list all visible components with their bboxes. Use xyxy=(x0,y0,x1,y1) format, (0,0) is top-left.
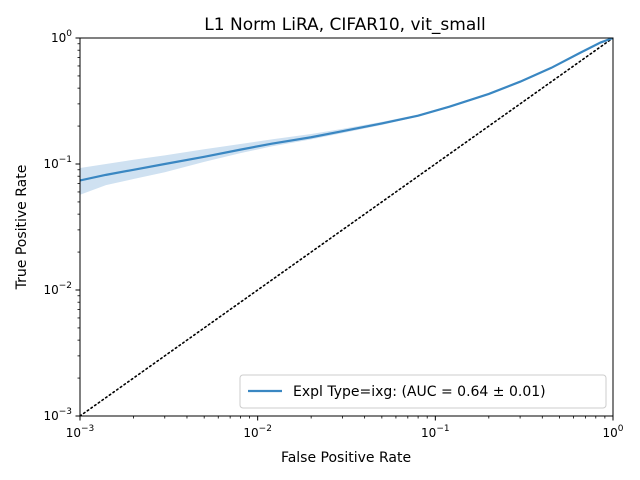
y-tick-label: 10−3 xyxy=(43,407,72,423)
chance-diagonal-line xyxy=(80,38,613,416)
legend-box xyxy=(239,374,607,409)
y-tick-label: 10−1 xyxy=(43,155,72,171)
legend: Expl Type=ixg: (AUC = 0.64 ± 0.01) xyxy=(239,374,607,409)
chart-title: L1 Norm LiRA, CIFAR10, vit_small xyxy=(204,15,485,35)
x-axis: 10−3 10−2 10−1 100 xyxy=(66,416,624,440)
x-tick-label: 100 xyxy=(602,424,623,440)
x-tick-label: 10−2 xyxy=(243,424,272,440)
plot-frame xyxy=(79,37,614,417)
y-axis: 10−3 10−2 10−1 100 xyxy=(43,29,80,423)
x-axis-label: False Positive Rate xyxy=(281,450,411,466)
roc-curve-line xyxy=(80,38,613,182)
plot-area xyxy=(79,37,614,417)
confidence-band xyxy=(80,38,613,195)
x-tick-label: 10−3 xyxy=(66,424,95,440)
legend-entry-label: Expl Type=ixg: (AUC = 0.64 ± 0.01) xyxy=(293,384,546,400)
y-tick-label: 10−2 xyxy=(43,281,72,297)
x-tick-label: 10−1 xyxy=(421,424,450,440)
y-tick-label: 100 xyxy=(51,29,72,45)
y-axis-label: True Positive Rate xyxy=(14,165,30,291)
